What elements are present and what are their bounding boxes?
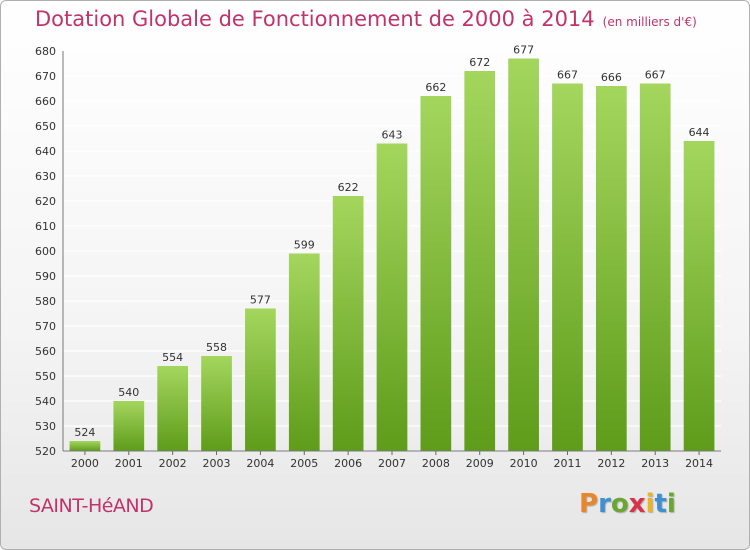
- bar-2000: [69, 441, 101, 451]
- y-tick-label: 660: [35, 95, 56, 108]
- x-tick-label: 2010: [510, 457, 538, 470]
- data-label: 622: [338, 181, 359, 194]
- logo-letter: r: [598, 489, 611, 519]
- y-tick-label: 600: [35, 245, 56, 258]
- proxiti-logo: Proxiti: [579, 489, 676, 519]
- y-tick-label: 580: [35, 295, 56, 308]
- x-tick-label: 2003: [203, 457, 231, 470]
- bar-2004: [245, 308, 276, 451]
- axes: [62, 51, 721, 452]
- x-tick-label: 2012: [597, 457, 625, 470]
- bar-2013: [639, 83, 671, 451]
- commune-name: SAINT-HéAND: [29, 495, 154, 517]
- chart-subtitle: (en milliers d'€): [602, 15, 697, 29]
- title-text: Dotation Globale de Fonctionnement de 20…: [35, 7, 595, 31]
- data-label: 554: [162, 351, 183, 364]
- bar-2005: [288, 253, 320, 451]
- bar-2003: [201, 356, 232, 451]
- data-labels: 524 540 554 558 577 599 622 643 662 672 677 667 666 6…: [74, 44, 709, 440]
- y-tick-label: 590: [35, 270, 56, 283]
- data-label: 677: [513, 44, 534, 57]
- bar-2006: [332, 196, 364, 451]
- data-label: 672: [469, 56, 490, 69]
- x-tick-label: 2005: [290, 457, 318, 470]
- bar-2010: [508, 58, 539, 451]
- data-label: 643: [382, 129, 403, 142]
- chart-title: Dotation Globale de Fonctionnement de 20…: [35, 7, 697, 31]
- y-tick-label: 540: [35, 395, 56, 408]
- y-tick-label: 620: [35, 195, 56, 208]
- data-label: 540: [118, 386, 139, 399]
- data-label: 558: [206, 341, 227, 354]
- x-tick-label: 2008: [422, 457, 450, 470]
- data-label: 666: [601, 71, 622, 84]
- x-tick-label: 2001: [115, 457, 143, 470]
- x-tick-label: 2000: [71, 457, 99, 470]
- bar-2008: [420, 96, 452, 451]
- data-label: 667: [557, 69, 578, 82]
- y-tick-label: 520: [35, 445, 56, 458]
- y-tick-labels: 520 530 540 550 560 570 580 590 600 610 620 630 640 6…: [35, 45, 56, 458]
- data-label: 644: [689, 126, 710, 139]
- y-tick-label: 640: [35, 145, 56, 158]
- y-tick-label: 650: [35, 120, 56, 133]
- logo-letter: x: [628, 489, 646, 519]
- bar-2012: [595, 86, 627, 451]
- logo-letter: i: [645, 489, 655, 519]
- x-tick-label: 2014: [685, 457, 713, 470]
- logo-letter: o: [610, 489, 629, 519]
- logo-letter: P: [579, 489, 599, 519]
- x-tick-label: 2009: [466, 457, 494, 470]
- bar-2007: [376, 143, 408, 451]
- x-tick-label: 2013: [641, 457, 669, 470]
- logo-letter: i: [666, 489, 676, 519]
- y-tick-label: 570: [35, 320, 56, 333]
- x-tick-label: 2002: [159, 457, 187, 470]
- x-tick-labels: 2000 2001 2002 2003 2004 2005 2006 2007 2008 2009…: [71, 451, 713, 470]
- bar-2011: [552, 83, 583, 451]
- data-label: 662: [425, 81, 446, 94]
- data-label: 599: [294, 239, 315, 252]
- x-tick-label: 2004: [246, 457, 274, 470]
- y-tick-label: 670: [35, 70, 56, 83]
- data-label: 524: [74, 426, 95, 439]
- y-tick-label: 530: [35, 420, 56, 433]
- bar-2009: [464, 71, 496, 451]
- bars: [69, 58, 715, 451]
- y-tick-label: 550: [35, 370, 56, 383]
- x-tick-label: 2011: [553, 457, 581, 470]
- logo-letter: t: [654, 489, 667, 519]
- y-tick-label: 560: [35, 345, 56, 358]
- y-tick-label: 680: [35, 45, 56, 58]
- data-label: 667: [645, 69, 666, 82]
- x-tick-label: 2007: [378, 457, 406, 470]
- bar-2001: [113, 401, 145, 451]
- data-label: 577: [250, 294, 271, 307]
- y-tick-label: 630: [35, 170, 56, 183]
- x-tick-label: 2006: [334, 457, 362, 470]
- bar-2002: [157, 366, 189, 451]
- bar-2014: [683, 141, 715, 451]
- y-tick-label: 610: [35, 220, 56, 233]
